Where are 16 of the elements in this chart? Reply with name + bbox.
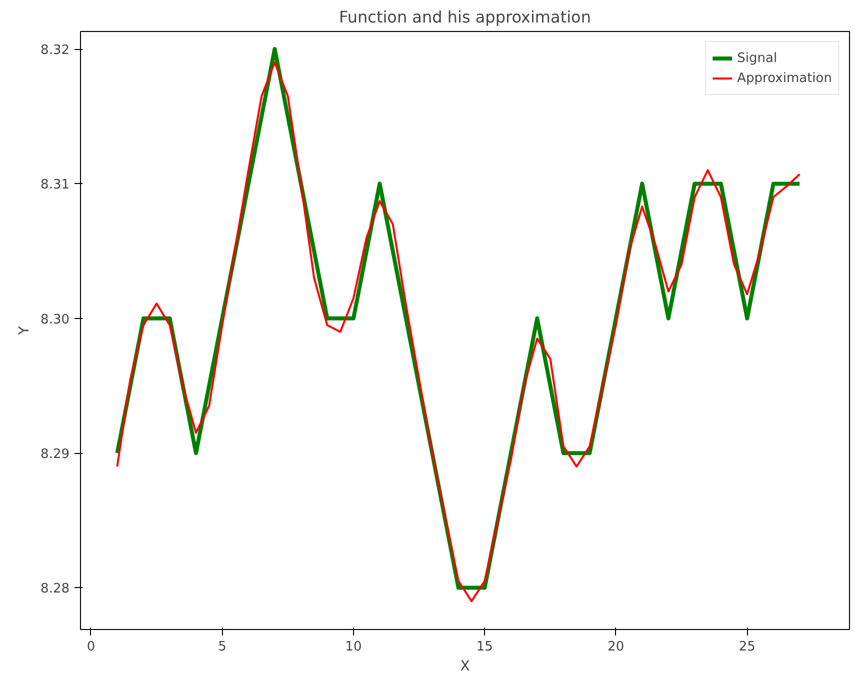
x-tick-label: 0 — [86, 640, 96, 654]
x-tick-label: 25 — [738, 640, 756, 654]
x-tick-label: 15 — [476, 640, 493, 654]
y-axis-title: Y — [16, 326, 33, 336]
y-tick-label: 8.32 — [40, 43, 70, 58]
y-tick-label: 8.28 — [40, 582, 70, 597]
x-tick-label: 10 — [345, 640, 362, 654]
x-tick-label: 5 — [218, 640, 226, 654]
legend-label: Signal — [737, 50, 778, 66]
chart-title: Function and his approximation — [339, 8, 591, 26]
y-tick-label: 8.31 — [40, 178, 70, 193]
legend-label: Approximation — [737, 70, 832, 86]
y-tick-label: 8.29 — [40, 447, 70, 462]
x-axis-title: X — [460, 658, 470, 674]
y-tick-label: 8.30 — [40, 312, 70, 328]
x-tick-label: 20 — [608, 640, 624, 654]
